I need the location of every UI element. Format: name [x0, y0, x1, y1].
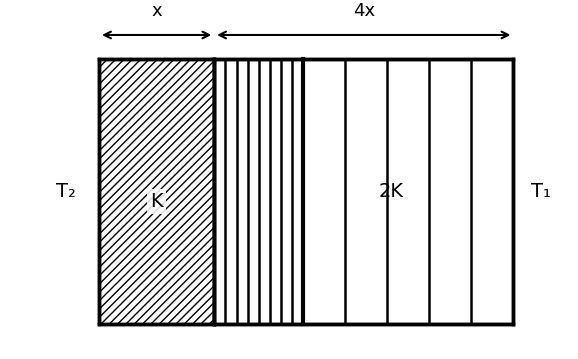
Text: x: x [151, 2, 162, 20]
Bar [99, 59, 214, 324]
Text: 4x: 4x [353, 2, 375, 20]
Text: 2K: 2K [379, 182, 403, 201]
Text: T₂: T₂ [56, 182, 76, 201]
Bar [214, 59, 513, 324]
Text: K: K [150, 192, 163, 211]
Text: T₁: T₁ [531, 182, 550, 201]
